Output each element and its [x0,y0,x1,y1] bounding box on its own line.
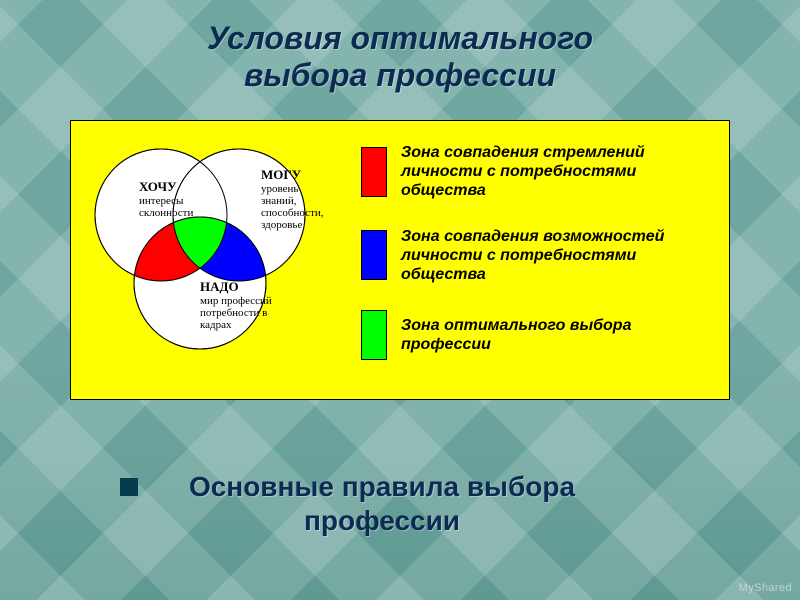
legend-row: Зона оптимального выбора профессии [361,310,721,360]
venn-label-right: МОГУ уровень знаний, способности, здоров… [261,166,328,231]
subtitle-line-1: Основные правила выбора [189,471,575,502]
subtitle: Основные правила выбора профессии [152,470,612,537]
legend: Зона совпадения стремлений личности с по… [361,143,721,386]
bullet-icon [120,478,138,496]
venn-diagram: ХОЧУ интересы склонности МОГУ уровень зн… [79,129,359,393]
diagram-panel: ХОЧУ интересы склонности МОГУ уровень зн… [70,120,730,400]
subtitle-line-2: профессии [304,505,460,536]
subtitle-block: Основные правила выбора профессии [120,470,612,537]
legend-row: Зона совпадения возможностей личности с … [361,227,721,285]
legend-row: Зона совпадения стремлений личности с по… [361,143,721,201]
legend-swatch-red [361,147,387,197]
watermark: MyShared [739,582,792,594]
title-line-1: Условия оптимального [207,20,593,56]
legend-swatch-green [361,310,387,360]
legend-text: Зона оптимального выбора профессии [401,316,721,354]
slide-title: Условия оптимального выбора профессии [0,20,800,94]
legend-text: Зона совпадения возможностей личности с … [401,227,721,285]
legend-text: Зона совпадения стремлений личности с по… [401,143,721,201]
title-line-2: выбора профессии [244,57,556,93]
legend-swatch-blue [361,230,387,280]
